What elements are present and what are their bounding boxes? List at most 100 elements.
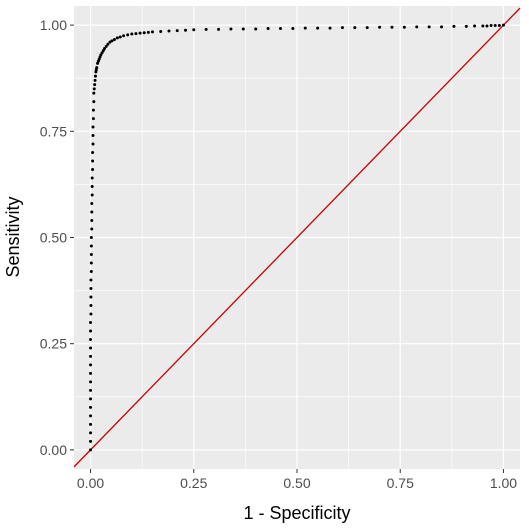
x-tick-label: 0.25 (180, 475, 207, 491)
y-axis-title: Sensitivity (3, 196, 23, 277)
roc-point (489, 24, 493, 28)
roc-point (427, 25, 431, 29)
roc-point (89, 236, 93, 239)
roc-point (106, 42, 110, 46)
roc-point (184, 28, 187, 32)
roc-point (89, 439, 93, 443)
roc-point (115, 36, 119, 40)
roc-point (89, 388, 93, 392)
roc-point (91, 159, 95, 163)
x-tick-label: 0.00 (77, 475, 104, 491)
roc-point (90, 185, 94, 189)
roc-point (303, 26, 307, 30)
roc-point (89, 363, 93, 367)
roc-point (89, 261, 93, 265)
y-tick-label: 0.25 (40, 336, 67, 352)
roc-point (91, 134, 95, 138)
roc-point (110, 39, 114, 43)
roc-point (90, 227, 94, 231)
roc-point (89, 286, 93, 290)
roc-point (90, 219, 94, 223)
roc-point (93, 78, 97, 82)
roc-point (89, 431, 93, 435)
y-tick-label: 0.50 (40, 230, 67, 246)
y-axis-ticks: 0.00 0.25 0.50 0.75 1.00 (40, 17, 74, 458)
roc-point (89, 337, 93, 341)
roc-point (167, 29, 171, 33)
roc-point (89, 252, 93, 256)
roc-point (440, 25, 444, 29)
roc-point (150, 30, 154, 34)
roc-point (365, 26, 369, 30)
roc-point (89, 346, 93, 350)
roc-point (130, 32, 134, 36)
roc-point (452, 24, 456, 28)
roc-point (91, 108, 95, 112)
roc-point (316, 26, 320, 30)
roc-point (89, 320, 93, 324)
roc-point (112, 38, 116, 42)
roc-point (175, 29, 179, 33)
roc-point (89, 312, 93, 316)
x-tick-label: 1.00 (490, 475, 517, 491)
roc-point (402, 25, 406, 29)
roc-point (91, 125, 95, 129)
roc-point (241, 27, 245, 31)
roc-point (485, 24, 489, 28)
roc-point (415, 25, 419, 29)
roc-point (89, 422, 93, 426)
roc-point (90, 176, 94, 180)
roc-point (93, 74, 97, 78)
roc-point (89, 397, 93, 401)
roc-point (90, 202, 94, 206)
roc-point (204, 27, 208, 31)
roc-point (89, 303, 93, 307)
roc-point (89, 354, 93, 358)
reference-line-layer (73, 7, 521, 468)
roc-point (89, 278, 93, 282)
roc-point (481, 24, 485, 28)
x-tick-label: 0.50 (283, 475, 310, 491)
roc-point (291, 27, 295, 31)
roc-point (104, 44, 108, 48)
roc-point (497, 24, 501, 28)
roc-point (278, 27, 282, 31)
roc-point (378, 25, 382, 29)
roc-point (254, 27, 258, 31)
roc-point (146, 30, 150, 34)
roc-point (92, 100, 96, 104)
roc-point (89, 269, 93, 273)
roc-point (92, 87, 96, 91)
x-axis-ticks: 0.00 0.25 0.50 0.75 1.00 (77, 469, 517, 491)
roc-point (89, 448, 93, 452)
roc-point (92, 91, 96, 95)
roc-point (142, 31, 146, 35)
roc-point (90, 193, 94, 197)
roc-point (89, 414, 93, 418)
roc-point (217, 27, 221, 31)
roc-point (159, 29, 163, 33)
roc-point (328, 26, 332, 30)
roc-point (118, 35, 122, 39)
roc-point (89, 244, 93, 248)
roc-point (89, 329, 93, 333)
roc-point (91, 142, 95, 146)
roc-point (126, 33, 130, 37)
y-tick-label: 0.00 (40, 442, 67, 458)
y-tick-label: 0.75 (40, 123, 67, 139)
roc-point (90, 210, 94, 214)
roc-point (93, 83, 97, 87)
roc-point (266, 27, 270, 31)
roc-point (473, 24, 477, 28)
diagonal-reference-line (73, 7, 521, 468)
roc-point (340, 26, 344, 30)
roc-point (91, 168, 95, 172)
roc-point (464, 24, 468, 28)
roc-point (229, 27, 233, 31)
x-axis-title: 1 - Specificity (243, 503, 350, 523)
roc-point (89, 295, 93, 299)
roc-point (501, 23, 505, 27)
roc-point (91, 151, 95, 155)
y-tick-label: 1.00 (40, 17, 67, 33)
